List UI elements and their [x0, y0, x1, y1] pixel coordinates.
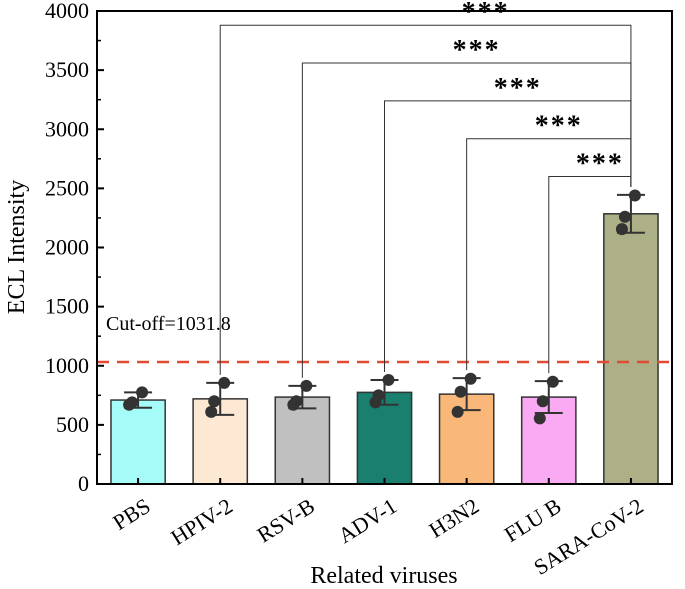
- data-point: [208, 395, 221, 408]
- significance-label: ***: [462, 0, 510, 28]
- data-point: [300, 379, 313, 392]
- y-tick-label: 3000: [45, 116, 89, 141]
- data-point: [123, 398, 136, 411]
- y-tick-label: 3500: [45, 57, 89, 82]
- data-point: [464, 372, 477, 385]
- data-point: [628, 189, 641, 202]
- cutoff-label: Cut-off=1031.8: [106, 313, 231, 335]
- significance-label: ***: [576, 149, 624, 180]
- significance-bracket: [466, 138, 632, 371]
- y-tick-label: 4000: [45, 0, 89, 23]
- data-point: [454, 385, 467, 398]
- bar: [603, 213, 659, 485]
- y-tick-label: 500: [56, 412, 89, 437]
- data-point: [533, 412, 546, 425]
- significance-label: ***: [535, 111, 583, 142]
- x-tick-label: ADV-1: [334, 493, 402, 548]
- bar: [274, 396, 331, 485]
- x-axis-title: Related viruses: [310, 563, 457, 589]
- significance-label: ***: [494, 73, 542, 104]
- significance-bracket: [219, 24, 632, 375]
- data-point: [536, 395, 549, 408]
- x-tick-label: H3N2: [424, 493, 483, 543]
- data-point: [618, 210, 631, 223]
- data-point: [615, 223, 628, 236]
- y-axis-title: ECL Intensity: [4, 180, 30, 314]
- bar: [438, 393, 495, 485]
- significance-label: ***: [453, 35, 501, 66]
- y-tick-label: 0: [78, 471, 89, 496]
- data-point: [369, 396, 382, 409]
- plot-content: *** *** *** *** ***: [97, 0, 672, 485]
- data-point: [546, 375, 559, 388]
- y-tick-label: 1000: [45, 353, 89, 378]
- x-tick-label: RSV-B: [253, 493, 319, 547]
- y-tick-label: 1500: [45, 294, 89, 319]
- data-point: [218, 376, 231, 389]
- significance-bracket: [384, 100, 632, 372]
- data-point: [136, 386, 149, 399]
- data-point: [382, 373, 395, 386]
- data-point: [287, 398, 300, 411]
- x-tick-label: FLU B: [500, 493, 566, 547]
- significance-bracket: [548, 176, 632, 374]
- y-tick-label: 2000: [45, 235, 89, 260]
- data-point: [451, 405, 464, 418]
- x-tick-label: PBS: [108, 493, 154, 535]
- data-point: [205, 405, 218, 418]
- bar: [110, 399, 166, 485]
- y-tick-label: 2500: [45, 175, 89, 200]
- bar: [356, 391, 413, 485]
- x-tick-label: HPIV-2: [166, 493, 237, 550]
